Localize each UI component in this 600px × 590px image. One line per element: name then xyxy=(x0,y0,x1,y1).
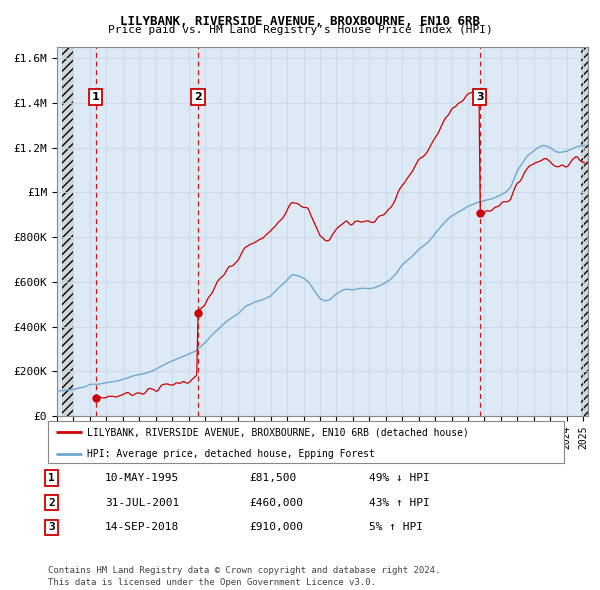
Text: £910,000: £910,000 xyxy=(249,523,303,532)
Text: LILYBANK, RIVERSIDE AVENUE, BROXBOURNE, EN10 6RB (detached house): LILYBANK, RIVERSIDE AVENUE, BROXBOURNE, … xyxy=(86,427,469,437)
Text: 49% ↓ HPI: 49% ↓ HPI xyxy=(369,473,430,483)
Text: 31-JUL-2001: 31-JUL-2001 xyxy=(105,498,179,507)
Text: 3: 3 xyxy=(48,523,55,532)
Text: 2: 2 xyxy=(194,92,202,102)
Text: 10-MAY-1995: 10-MAY-1995 xyxy=(105,473,179,483)
Text: 5% ↑ HPI: 5% ↑ HPI xyxy=(369,523,423,532)
Text: 1: 1 xyxy=(92,92,100,102)
Text: £460,000: £460,000 xyxy=(249,498,303,507)
Text: HPI: Average price, detached house, Epping Forest: HPI: Average price, detached house, Eppi… xyxy=(86,449,374,459)
Bar xyxy=(62,47,73,416)
Text: 1: 1 xyxy=(48,473,55,483)
Text: Price paid vs. HM Land Registry’s House Price Index (HPI): Price paid vs. HM Land Registry’s House … xyxy=(107,25,493,35)
Text: 2: 2 xyxy=(48,498,55,507)
Text: LILYBANK, RIVERSIDE AVENUE, BROXBOURNE, EN10 6RB: LILYBANK, RIVERSIDE AVENUE, BROXBOURNE, … xyxy=(120,15,480,28)
Text: Contains HM Land Registry data © Crown copyright and database right 2024.
This d: Contains HM Land Registry data © Crown c… xyxy=(48,566,440,587)
Bar xyxy=(581,47,588,416)
Text: 3: 3 xyxy=(476,92,484,102)
Text: 14-SEP-2018: 14-SEP-2018 xyxy=(105,523,179,532)
Text: 43% ↑ HPI: 43% ↑ HPI xyxy=(369,498,430,507)
Text: £81,500: £81,500 xyxy=(249,473,296,483)
